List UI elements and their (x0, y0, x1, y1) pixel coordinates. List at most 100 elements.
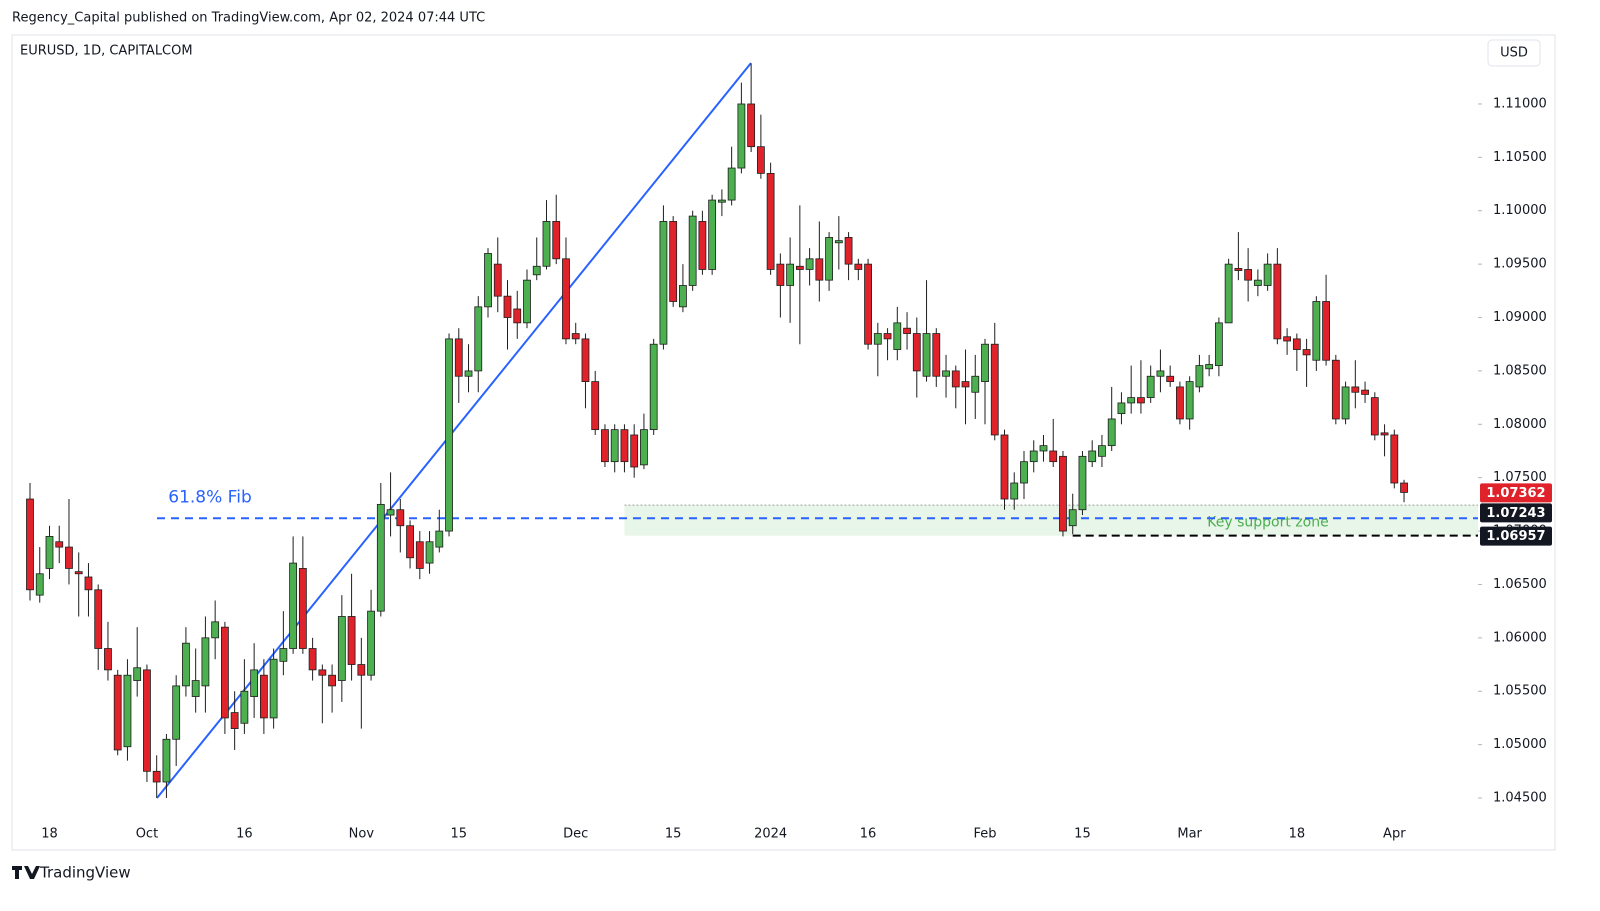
chart-title: EURUSD, 1D, CAPITALCOM (20, 44, 193, 59)
y-tick-label: 1.07500 (1493, 470, 1547, 485)
y-tick-label: 1.09500 (1493, 257, 1547, 272)
candle-body (649, 343, 658, 431)
candle-body (493, 263, 502, 297)
candle-body (1263, 263, 1272, 286)
candle-body (1253, 279, 1262, 286)
candle-body (776, 263, 785, 286)
y-tick-label: 1.11000 (1493, 96, 1547, 111)
candle-body (1098, 445, 1106, 457)
candle-body (425, 541, 434, 564)
candle-body (1156, 370, 1165, 377)
candle-body (250, 669, 259, 697)
candle-body (454, 338, 463, 377)
candle-body (659, 221, 668, 345)
y-tick-label: 1.10500 (1493, 150, 1547, 165)
candle-body (630, 434, 639, 468)
candle-body (415, 541, 424, 569)
candle-body (601, 429, 609, 463)
y-tick-label: 1.08000 (1493, 417, 1547, 432)
candle-body (542, 221, 551, 267)
candle-body (172, 685, 181, 740)
price-label: 1.07243 (1486, 506, 1545, 521)
candle-body (1195, 365, 1204, 388)
candle-body (708, 199, 717, 270)
candle-body (873, 333, 882, 345)
candle-body (727, 167, 736, 201)
candle-body (932, 333, 941, 377)
candle-body (1273, 263, 1282, 340)
candle-body (152, 770, 161, 783)
candle-body (669, 221, 678, 302)
candle-body (893, 322, 902, 350)
candle-body (756, 146, 765, 174)
candle-body (337, 616, 346, 681)
candle-body (903, 327, 911, 334)
x-tick-label: 15 (665, 827, 682, 842)
candle-body (562, 258, 570, 340)
candle-body (474, 306, 483, 372)
currency: USD (1500, 46, 1528, 61)
candle-body (182, 642, 190, 687)
y-tick-label: 1.04500 (1493, 791, 1547, 806)
candle-body (1088, 450, 1097, 463)
candle-body (1010, 482, 1019, 500)
candle-body (94, 589, 103, 649)
price-label-box (1480, 526, 1552, 546)
candle-body (347, 616, 356, 665)
candle-body (1302, 349, 1311, 356)
candle-body (1312, 301, 1321, 361)
candle-body (1039, 445, 1048, 452)
candle-body (786, 263, 795, 286)
candle-body (1224, 263, 1233, 324)
candle-body (815, 258, 824, 281)
x-tick-label: Mar (1177, 827, 1202, 842)
candle-body (435, 530, 444, 548)
x-tick-label: Feb (973, 827, 996, 842)
candle-body (1214, 322, 1223, 366)
candle-body (1117, 402, 1126, 415)
y-tick-label: 1.06500 (1493, 577, 1547, 592)
candle-body (698, 221, 707, 270)
candle-body (1341, 386, 1350, 420)
x-tick-label: 16 (236, 827, 253, 842)
candle-body (162, 738, 171, 783)
candle-body (269, 658, 278, 719)
candle-body (308, 648, 317, 671)
price-label-box (1480, 503, 1552, 523)
trendline[interactable] (156, 62, 752, 799)
candle-body (1059, 455, 1067, 532)
candle-body (912, 333, 921, 372)
candle-body (1205, 364, 1214, 370)
y-tick-label: 1.09000 (1493, 310, 1547, 325)
candle-body (484, 253, 492, 308)
candle-body (123, 674, 132, 748)
candle-body (951, 370, 960, 388)
candle-body (211, 621, 220, 639)
candle-body (1078, 455, 1087, 511)
candle-body (1185, 381, 1194, 420)
support-zone (624, 505, 1478, 536)
y-tick-label: 1.08500 (1493, 363, 1547, 378)
candle-body (201, 637, 210, 687)
candle-body (445, 338, 453, 532)
candle-body (74, 571, 83, 575)
candle-body (1283, 336, 1292, 342)
x-tick-label: 16 (860, 827, 877, 842)
x-tick-label: 15 (1074, 827, 1091, 842)
candle-body (1107, 418, 1116, 447)
candle-body (737, 103, 746, 169)
candle-body (1137, 397, 1145, 404)
candles (26, 63, 1408, 799)
candle-body (971, 375, 980, 393)
fib-label: 61.8% Fib (168, 487, 251, 507)
publisher: Regency_Capital published on TradingView… (12, 11, 485, 26)
candle-body (688, 215, 697, 286)
candle-body (1400, 482, 1408, 493)
chart-frame (11, 34, 1556, 851)
candle-body (766, 172, 775, 270)
candle-body (104, 648, 112, 671)
candle-body (620, 429, 629, 463)
currency-box[interactable] (1487, 39, 1541, 67)
candle-body (834, 240, 843, 244)
x-tick-label: 18 (1289, 827, 1306, 842)
